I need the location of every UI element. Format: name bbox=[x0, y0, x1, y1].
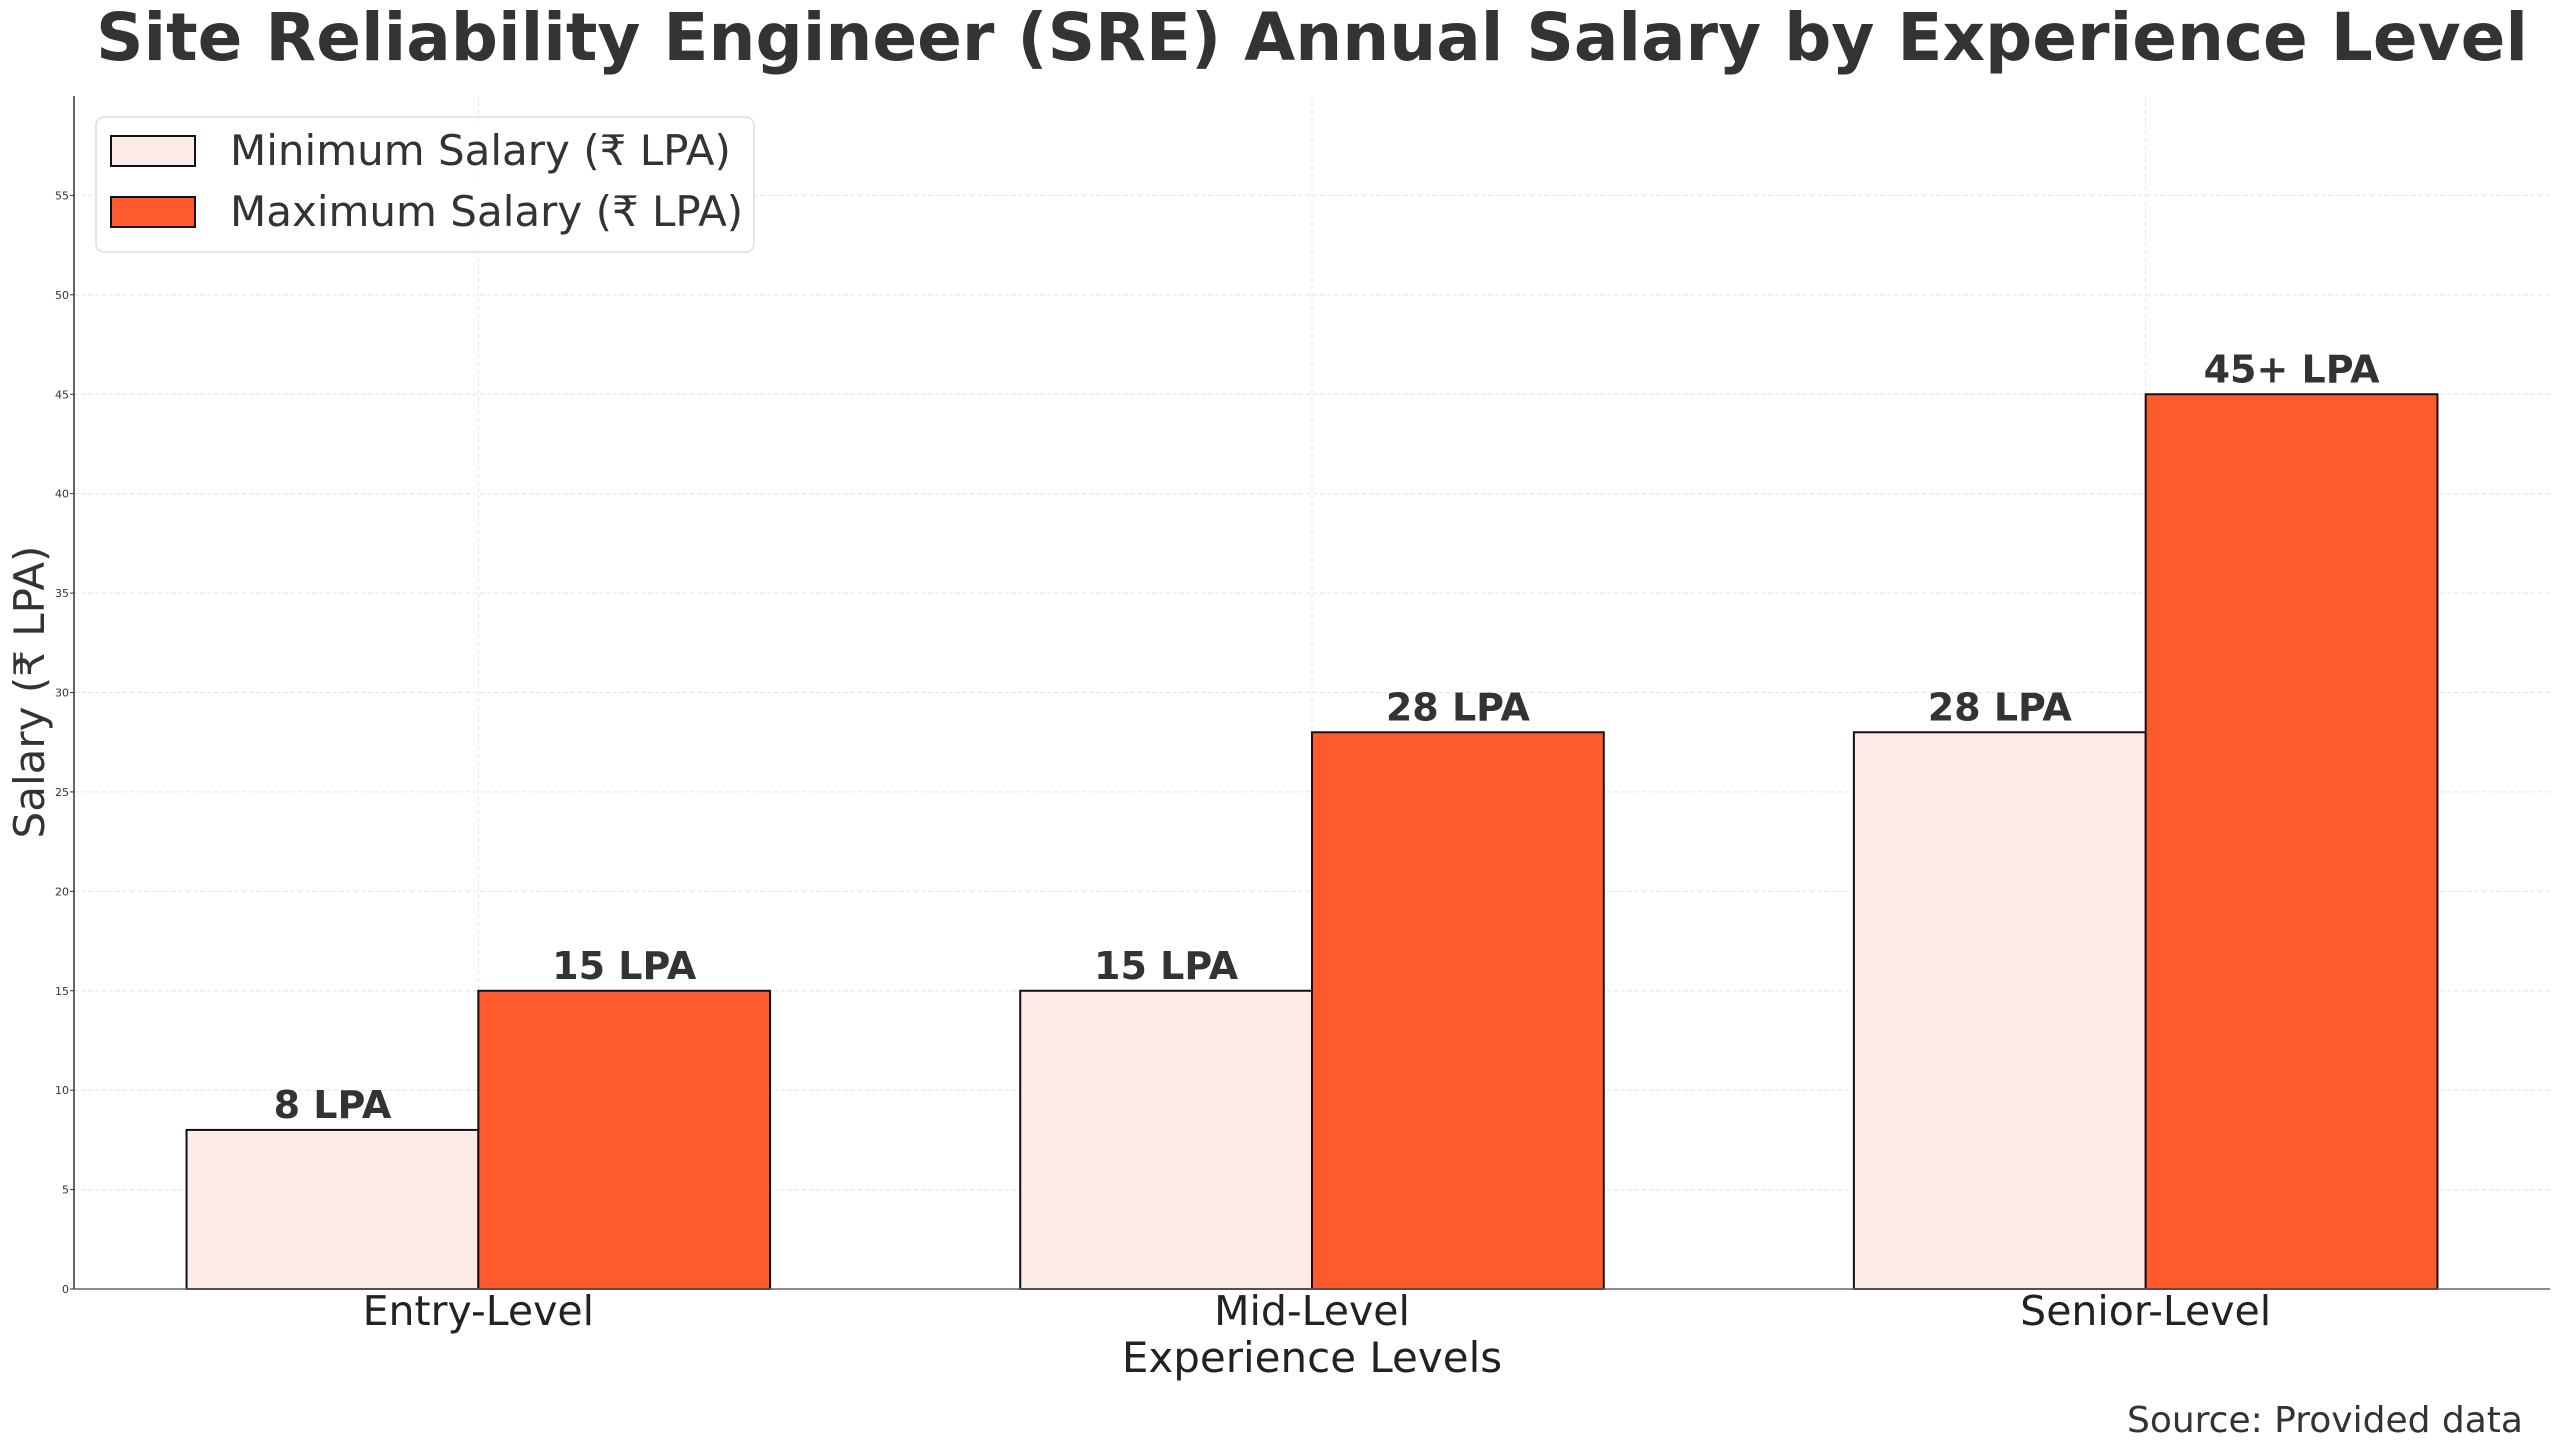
source-annotation: Source: Provided data bbox=[2127, 1400, 2523, 1440]
y-tick-label: 55 bbox=[55, 189, 69, 202]
y-tick-label: 0 bbox=[62, 1283, 69, 1296]
bar-value-label: 15 LPA bbox=[1094, 944, 1239, 988]
y-tick-label: 40 bbox=[55, 488, 69, 501]
legend-swatch-maximum bbox=[110, 196, 196, 228]
y-axis-label: Salary (₹ LPA) bbox=[5, 546, 54, 839]
chart-title: Site Reliability Engineer (SRE) Annual S… bbox=[96, 0, 2528, 76]
bar-maximum-senior-level bbox=[2144, 393, 2439, 1290]
y-ticks: 0 5 10 15 20 25 30 35 40 45 50 55 bbox=[55, 189, 74, 1296]
bar-value-label: 15 LPA bbox=[552, 944, 697, 988]
legend-swatch-minimum bbox=[110, 135, 196, 167]
y-tick-label: 35 bbox=[55, 587, 69, 600]
x-tick-label: Mid-Level bbox=[1214, 1287, 1410, 1335]
x-axis-label: Experience Levels bbox=[1122, 1333, 1502, 1382]
y-tick-label: 20 bbox=[55, 885, 69, 898]
y-tick-label: 5 bbox=[62, 1184, 69, 1197]
y-tick-label: 15 bbox=[55, 985, 69, 998]
bars-group bbox=[185, 393, 2439, 1291]
bar-value-label: 45+ LPA bbox=[2204, 347, 2381, 391]
y-tick-label: 30 bbox=[55, 687, 69, 700]
bar-minimum-senior-level bbox=[1852, 731, 2147, 1290]
x-tick-label: Senior-Level bbox=[2020, 1287, 2271, 1335]
bar-labels-group: 8 LPA 15 LPA 28 LPA 15 LPA 28 LPA 45+ LPA bbox=[274, 347, 2381, 1127]
y-tick-label: 10 bbox=[55, 1084, 69, 1097]
bar-value-label: 28 LPA bbox=[1928, 685, 2073, 729]
bar-minimum-mid-level bbox=[1019, 989, 1314, 1290]
bar-maximum-mid-level bbox=[1311, 731, 1605, 1290]
bar-value-label: 28 LPA bbox=[1386, 685, 1531, 729]
y-tick-label: 25 bbox=[55, 786, 69, 799]
x-tick-label: Entry-Level bbox=[363, 1287, 594, 1335]
bar-value-label: 8 LPA bbox=[274, 1083, 392, 1127]
legend-item-minimum: Minimum Salary (₹ LPA) bbox=[110, 126, 731, 175]
legend-frame bbox=[95, 116, 755, 253]
x-ticks: Entry-Level Mid-Level Senior-Level bbox=[363, 1287, 2272, 1335]
legend-item-maximum: Maximum Salary (₹ LPA) bbox=[110, 187, 743, 236]
bar-minimum-entry-level bbox=[185, 1128, 480, 1291]
bar-maximum-entry-level bbox=[477, 989, 772, 1290]
legend-label-maximum: Maximum Salary (₹ LPA) bbox=[230, 187, 743, 236]
legend: Minimum Salary (₹ LPA) Maximum Salary (₹… bbox=[95, 116, 755, 253]
legend-label-minimum: Minimum Salary (₹ LPA) bbox=[230, 126, 731, 175]
y-tick-label: 45 bbox=[55, 388, 69, 401]
y-tick-label: 50 bbox=[55, 289, 69, 302]
